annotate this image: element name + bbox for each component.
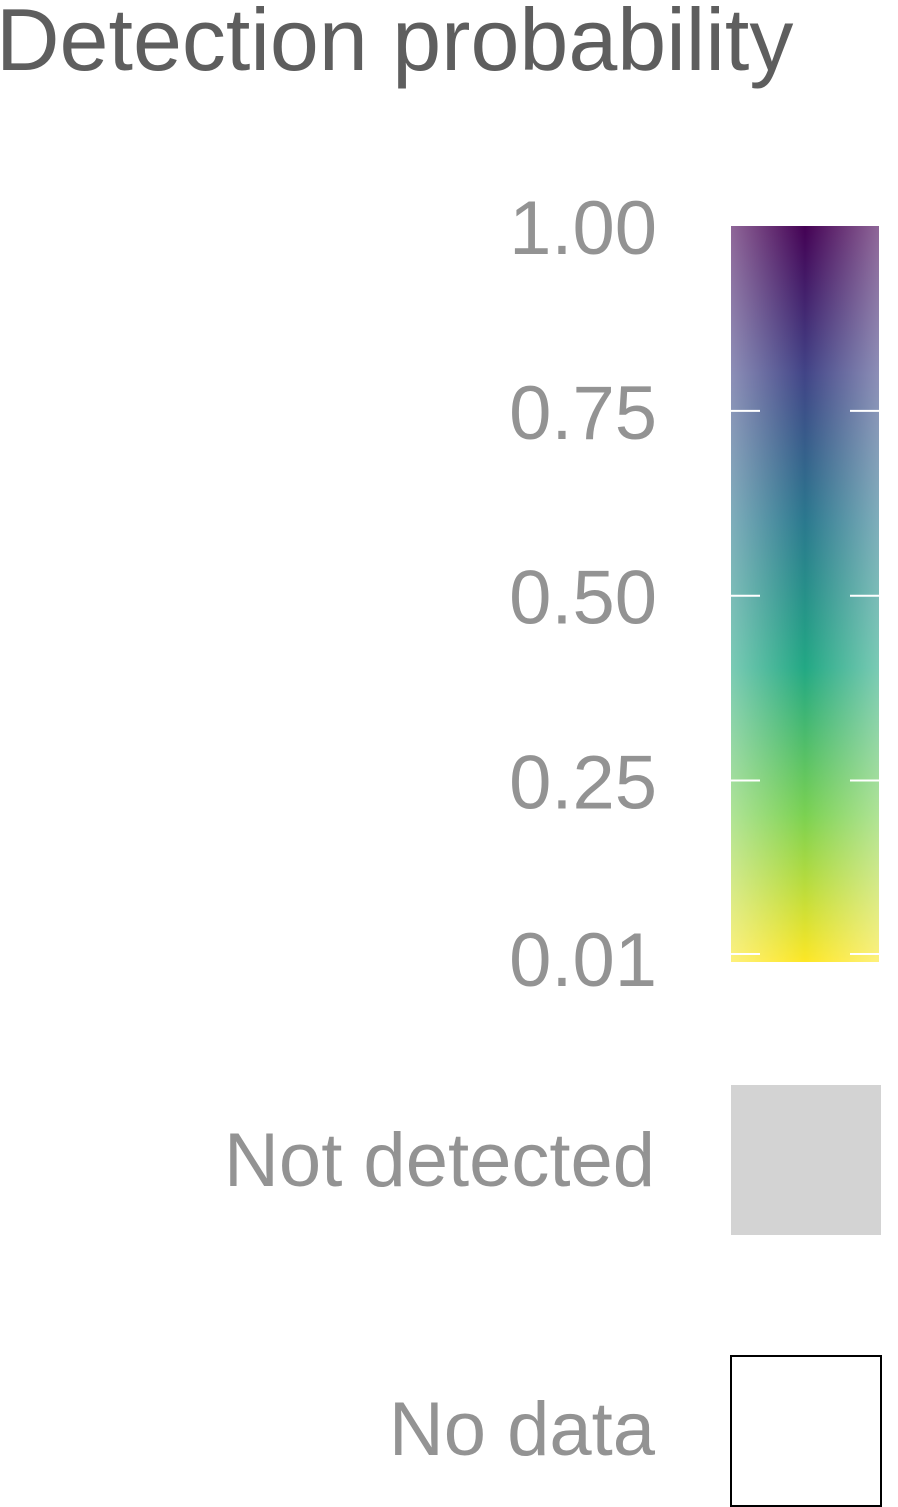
- colorbar-tick-label: 0.01: [509, 918, 657, 1003]
- colorbar-fade-overlay: [731, 226, 879, 962]
- legend-key-label: No data: [389, 1387, 656, 1472]
- legend-key-label: Not detected: [224, 1118, 655, 1203]
- colorbar-tick-label: 1.00: [509, 186, 657, 271]
- colorbar: 1.00 0.75 0.50 0.25 0.01: [509, 186, 879, 1003]
- legend-key-swatch: [730, 1355, 882, 1507]
- legend-title: Detection probability: [0, 0, 793, 89]
- legend-key-swatch: [731, 1085, 881, 1235]
- colorbar-tick-label: 0.50: [509, 556, 657, 641]
- colorbar-tick-label: 0.75: [509, 371, 657, 456]
- colorbar-tick-label: 0.25: [509, 741, 657, 826]
- legend-keys: Not detected No data: [224, 1085, 882, 1507]
